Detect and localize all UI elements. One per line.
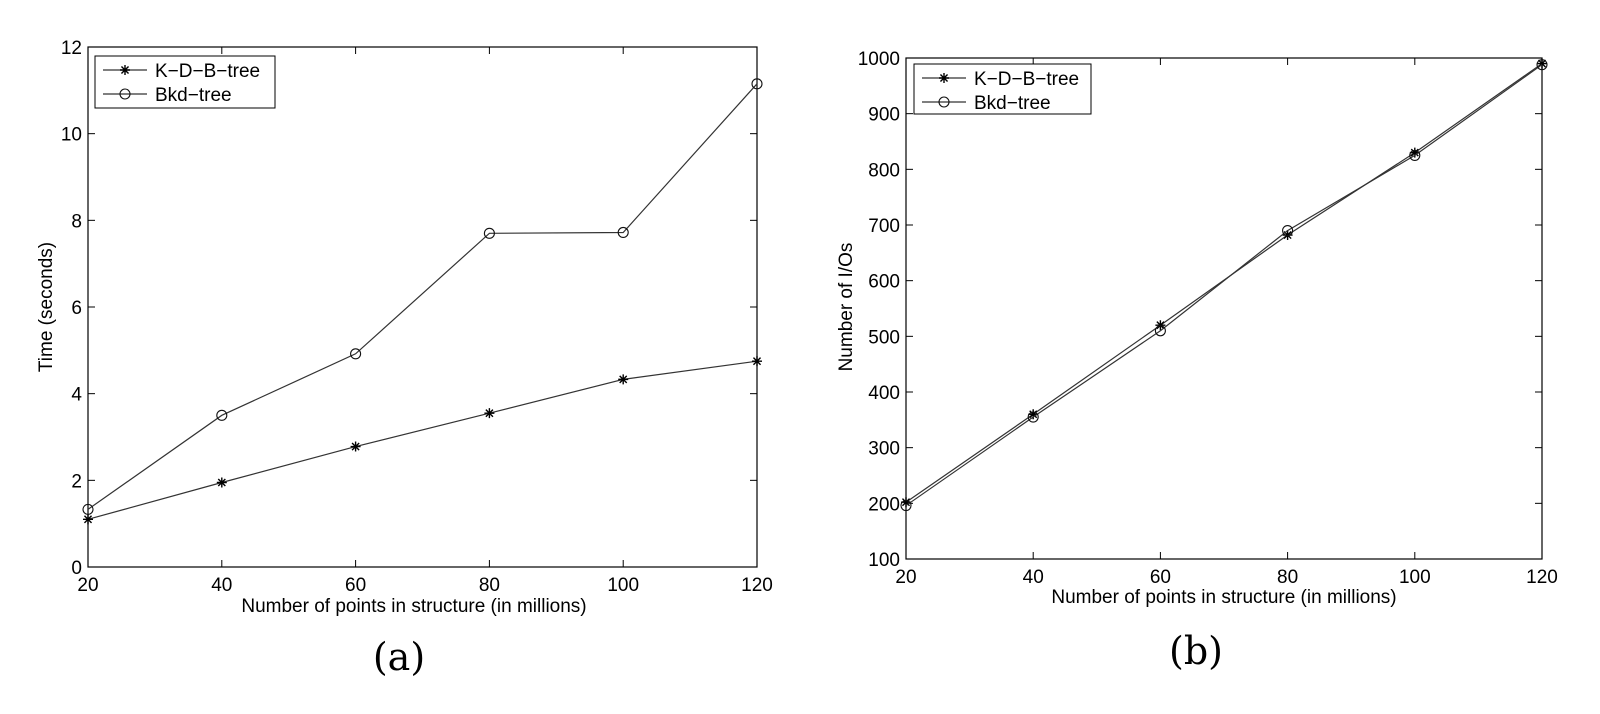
x-tick-label: 80 [479,575,500,596]
y-tick-label: 2 [71,471,82,492]
x-tick-label: 120 [741,575,773,596]
y-tick-label: 300 [868,439,900,460]
x-tick-label: 40 [211,575,232,596]
plot-area [87,46,758,568]
data-point-circle [216,409,228,421]
y-axis-label: Time (seconds) [36,242,57,372]
chart-panel-a: 20 40 60 80 100 120 0 2 4 6 8 10 12 Number of points … [36,38,773,679]
y-tick-label: 100 [868,550,900,571]
legend-marker-star [939,73,949,83]
series-bkd-tree [82,78,763,515]
data-point-circle [1027,411,1039,423]
series-line [905,64,1543,507]
data-point-circle [82,503,94,515]
series-bkd-tree [900,59,1548,512]
y-tick-label: 4 [71,385,82,406]
x-tick-label: 100 [607,575,639,596]
x-tick-label: 60 [345,575,366,596]
data-point-circle [350,348,362,360]
x-axis-label: Number of points in structure (in millio… [1051,587,1396,608]
x-tick-label: 20 [895,567,916,588]
data-point-star [83,514,93,525]
data-point-circle [1282,225,1294,237]
legend-label: K−D−B−tree [974,69,1079,90]
data-point-star [216,477,227,488]
y-tick-label: 0 [71,558,82,579]
legend-label: K−D−B−tree [155,61,260,82]
y-tick-label: 1000 [858,49,900,70]
x-tick-label: 100 [1399,567,1431,588]
data-point-circle [751,78,763,90]
y-tick-label: 12 [61,38,82,59]
y-tick-label: 8 [71,211,82,232]
x-tick-label: 80 [1277,567,1298,588]
data-point-star [484,408,495,419]
data-point-circle [483,227,495,239]
x-axis-label: Number of points in structure (in millio… [241,596,586,617]
data-point-star [901,497,911,508]
x-tick-label: 20 [77,575,98,596]
data-point-circle [1409,149,1421,161]
y-tick-label: 10 [61,125,82,146]
series-kdb-tree [83,356,762,525]
legend-marker-circle [119,88,131,100]
y-tick-label: 700 [868,216,900,237]
data-point-star [350,441,361,452]
legend-label: Bkd−tree [974,93,1051,114]
y-tick-label: 200 [868,494,900,515]
data-point-star [618,374,629,385]
y-tick-label: 800 [868,160,900,181]
plot-area [905,57,1543,560]
data-point-star [1028,409,1039,420]
legend: K−D−B−tree Bkd−tree [913,63,1092,115]
legend-marker-star [120,65,130,75]
y-tick-label: 500 [868,327,900,348]
data-point-circle [617,226,629,239]
data-point-star [1537,58,1547,69]
legend-marker-circle [938,96,950,108]
y-tick-label: 6 [71,298,82,319]
data-point-star [1155,320,1166,331]
y-axis-label: Number of I/Os [836,243,857,372]
y-tick-label: 900 [868,105,900,126]
legend: K−D−B−tree Bkd−tree [94,55,276,109]
data-point-star [1409,147,1420,158]
data-point-circle [900,500,912,512]
chart-panel-b: 20 40 60 80 100 120 100 200 300 400 500 600 700 800 90… [836,49,1558,673]
y-tick-label: 600 [868,272,900,293]
x-tick-label: 120 [1526,567,1558,588]
series-line [87,360,758,520]
legend-label: Bkd−tree [155,85,232,106]
data-point-circle [1154,325,1166,337]
x-tick-label: 40 [1023,567,1044,588]
x-tick-label: 60 [1150,567,1171,588]
data-point-circle [1536,59,1548,71]
legend-box [913,63,1092,115]
y-tick-label: 400 [868,383,900,404]
data-point-star [752,356,762,367]
series-line [87,83,758,510]
panel-caption: (b) [1169,629,1223,673]
panel-caption: (a) [373,635,425,679]
